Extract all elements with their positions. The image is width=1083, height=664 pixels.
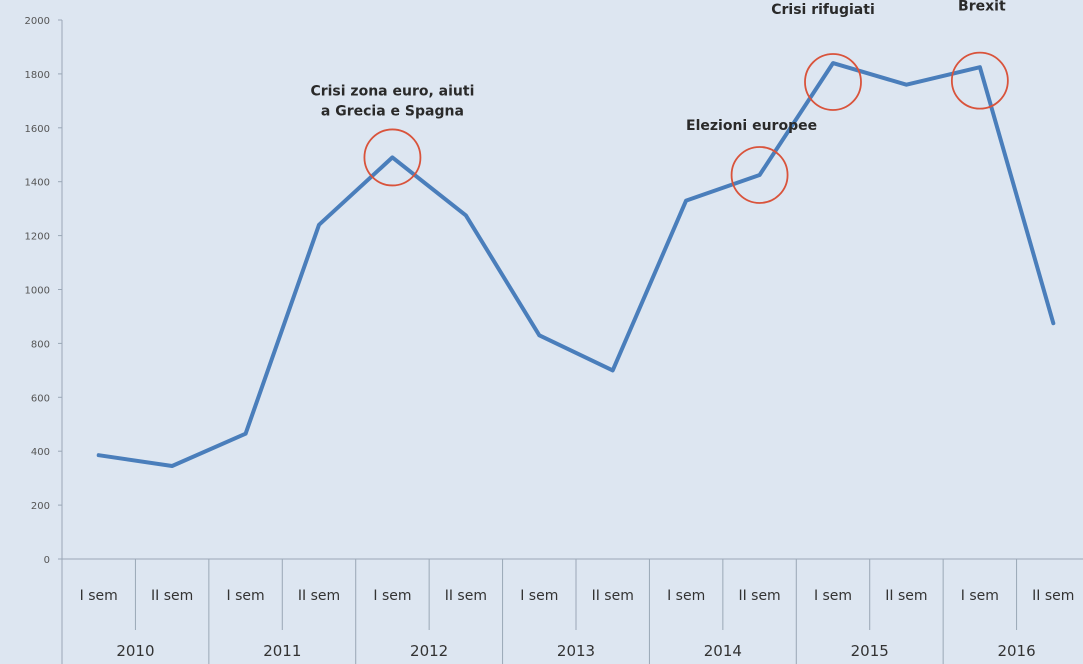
data-point	[245, 433, 247, 435]
x-tick-label: I sem	[80, 588, 118, 604]
data-point	[538, 334, 540, 336]
y-tick-labels: 0 200 400 600 800 1000 1200 1400 1600 1800 2000	[25, 16, 50, 566]
x-tick-label: II sem	[151, 588, 193, 604]
data-point	[832, 62, 834, 64]
data-point	[391, 156, 393, 158]
x-tick-label: I sem	[520, 588, 558, 604]
annotation-circle	[363, 128, 422, 187]
y-tick-label: 1800	[25, 70, 50, 81]
year-label: 2011	[263, 642, 301, 660]
x-axis-table: I sem II sem I sem II sem I sem II sem I sem II…	[61, 559, 1074, 664]
year-label: 2014	[704, 642, 742, 660]
annotation-label: Elezioni europee	[686, 118, 817, 134]
x-tick-label: II sem	[592, 588, 634, 604]
x-tick-label: II sem	[445, 588, 487, 604]
y-tick-label: 1200	[25, 232, 50, 243]
annotation-label: a Grecia e Spagna	[321, 103, 464, 119]
data-point	[612, 369, 614, 371]
year-label: 2013	[557, 642, 595, 660]
year-label: 2016	[997, 642, 1035, 660]
data-point	[685, 200, 687, 202]
annotations-layer: Crisi zona euro, aiuti a Grecia e Spagna E…	[310, 0, 1009, 204]
annotation-circle	[950, 51, 1009, 110]
series-line	[96, 61, 1056, 468]
x-tick-label: II sem	[885, 588, 927, 604]
y-tick-label: 1000	[25, 286, 50, 297]
axes	[58, 19, 1083, 560]
y-tick-label: 0	[44, 555, 50, 566]
annotation-circle	[730, 146, 789, 204]
data-point	[98, 454, 100, 456]
x-tick-label: II sem	[298, 588, 340, 604]
y-tick-label: 1400	[25, 178, 50, 189]
data-point	[979, 66, 981, 68]
y-tick-label: 2000	[25, 16, 50, 27]
series-layer	[96, 61, 1056, 468]
annotation-label: Crisi zona euro, aiuti	[310, 83, 474, 99]
data-point	[465, 214, 467, 216]
data-point	[759, 174, 761, 176]
x-tick-label: II sem	[738, 588, 780, 604]
y-tick-label: 200	[31, 501, 50, 512]
year-label: 2012	[410, 642, 448, 660]
data-point	[1052, 322, 1054, 324]
x-tick-label: II sem	[1032, 588, 1074, 604]
annotation-label: Crisi rifugiati	[771, 2, 875, 18]
x-tick-label: I sem	[814, 588, 852, 604]
x-tick-label: I sem	[373, 588, 411, 604]
data-point	[171, 465, 173, 467]
y-tick-label: 400	[31, 447, 50, 458]
y-tick-label: 1600	[25, 124, 50, 135]
data-point	[318, 224, 320, 226]
year-label: 2010	[116, 642, 154, 660]
annotation-label: Brexit	[958, 0, 1006, 15]
y-tick-label: 800	[31, 339, 50, 350]
annotation-circle	[804, 53, 862, 111]
year-label: 2015	[851, 642, 889, 660]
x-tick-label: I sem	[227, 588, 265, 604]
x-tick-label: I sem	[667, 588, 705, 604]
x-tick-label: I sem	[961, 588, 999, 604]
y-tick-label: 600	[31, 393, 50, 404]
data-point	[905, 84, 907, 86]
